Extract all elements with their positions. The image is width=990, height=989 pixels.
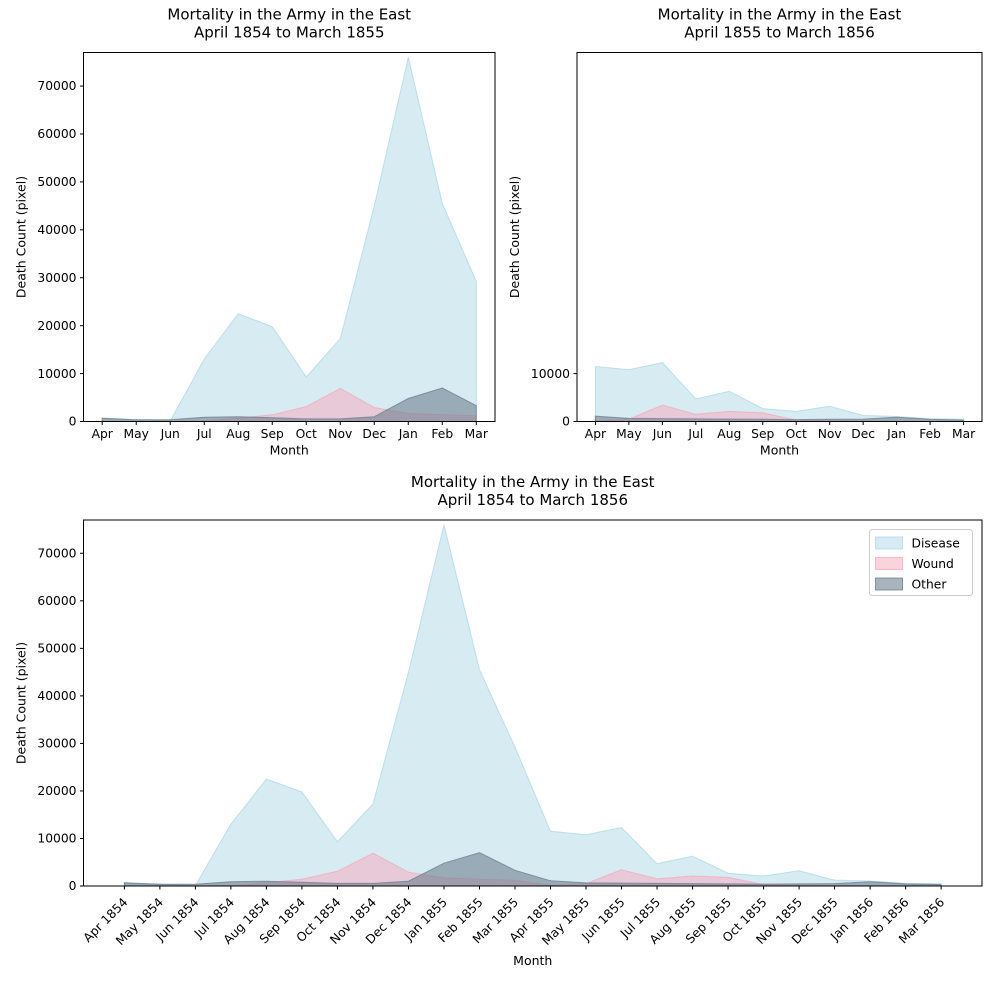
area-other bbox=[123, 852, 942, 887]
chart-title-line2: April 1854 to March 1856 bbox=[438, 491, 629, 509]
chart-title-line1: Mortality in the Army in the East bbox=[411, 473, 655, 491]
x-axis-label: Month bbox=[760, 443, 799, 458]
x-tick-label: Dec bbox=[362, 427, 386, 441]
x-tick-label: May bbox=[124, 427, 149, 441]
chart-title-line2: April 1855 to March 1856 bbox=[684, 24, 875, 42]
y-axis-label: Death Count (pixel) bbox=[14, 642, 29, 764]
y-axis-label: Death Count (pixel) bbox=[507, 176, 522, 298]
y-tick-label: 20000 bbox=[37, 784, 76, 798]
y-tick-label: 10000 bbox=[531, 367, 570, 381]
y-tick-label: 0 bbox=[69, 415, 77, 429]
x-tick-label: Jun bbox=[652, 427, 672, 441]
x-tick-label: Jun bbox=[160, 427, 180, 441]
x-tick-label: Jul bbox=[687, 427, 703, 441]
x-tick-label: Aug bbox=[226, 427, 250, 441]
y-tick-label: 40000 bbox=[37, 223, 76, 237]
x-tick-label: Oct bbox=[296, 427, 317, 441]
legend: Disease Wound Other bbox=[869, 529, 973, 596]
x-tick-label: Apr bbox=[585, 427, 607, 441]
chart-title-line1: Mortality in the Army in the East bbox=[167, 6, 411, 24]
legend-label-other: Other bbox=[912, 578, 948, 592]
x-tick-label: Mar bbox=[465, 427, 489, 441]
y-tick-label: 10000 bbox=[37, 832, 76, 846]
x-tick-label: Sep bbox=[261, 427, 284, 441]
x-tick-label: Apr bbox=[92, 427, 114, 441]
axes-frame bbox=[576, 52, 983, 422]
y-tick-label: 0 bbox=[562, 415, 570, 429]
legend-label-wound: Wound bbox=[912, 557, 954, 571]
area-disease bbox=[101, 57, 477, 422]
x-tick-label: Dec bbox=[851, 427, 875, 441]
y-tick-label: 70000 bbox=[37, 79, 76, 93]
y-tick-label: 60000 bbox=[37, 127, 76, 141]
x-axis-label: Month bbox=[513, 953, 552, 968]
x-tick-label: Feb bbox=[919, 427, 941, 441]
subplot-0: 0 10000 20000 30000 40000 50000 60000 70000 Apr M… bbox=[14, 6, 496, 458]
axes-frame bbox=[83, 52, 496, 422]
chart-title-line2: April 1854 to March 1855 bbox=[194, 24, 385, 42]
legend-label-disease: Disease bbox=[912, 537, 960, 551]
y-tick-label: 70000 bbox=[37, 546, 76, 560]
x-tick-label: Jan bbox=[398, 427, 418, 441]
x-tick-label: Feb bbox=[431, 427, 453, 441]
subplot-2: 010000200003000040000500006000070000Apr … bbox=[14, 473, 983, 968]
x-tick-label: Jan bbox=[886, 427, 906, 441]
x-tick-label: Mar bbox=[952, 427, 976, 441]
y-tick-label: 50000 bbox=[37, 642, 76, 656]
x-axis-label: Month bbox=[270, 443, 309, 458]
y-axis-label: Death Count (pixel) bbox=[14, 176, 29, 298]
area-other bbox=[594, 415, 965, 422]
x-tick-label: Jul bbox=[196, 427, 212, 441]
subplot-1: 0 10000 Apr May Jun Jul Aug Sep Oct Nov Dec Jan Feb M… bbox=[507, 6, 983, 458]
legend-swatch-other bbox=[875, 577, 903, 591]
x-tick-label: Aug bbox=[717, 427, 741, 441]
area-disease bbox=[594, 362, 965, 422]
chart-title-line1: Mortality in the Army in the East bbox=[658, 6, 902, 24]
x-tick-label: May bbox=[616, 427, 641, 441]
x-tick-label: Nov bbox=[818, 427, 842, 441]
y-tick-label: 50000 bbox=[37, 175, 76, 189]
y-tick-label: 20000 bbox=[37, 319, 76, 333]
y-tick-label: 30000 bbox=[37, 737, 76, 751]
x-tick-label: Oct bbox=[786, 427, 807, 441]
y-tick-label: 30000 bbox=[37, 271, 76, 285]
area-other bbox=[101, 387, 477, 422]
y-tick-label: 0 bbox=[69, 879, 77, 893]
x-tick-label: Sep bbox=[751, 427, 774, 441]
x-tick-label: Nov bbox=[328, 427, 352, 441]
y-tick-label: 10000 bbox=[37, 367, 76, 381]
legend-swatch-disease bbox=[875, 536, 903, 550]
y-tick-label: 60000 bbox=[37, 594, 76, 608]
area-disease bbox=[123, 524, 942, 887]
axes-frame bbox=[83, 519, 983, 887]
y-tick-label: 40000 bbox=[37, 689, 76, 703]
legend-swatch-wound bbox=[875, 557, 903, 570]
